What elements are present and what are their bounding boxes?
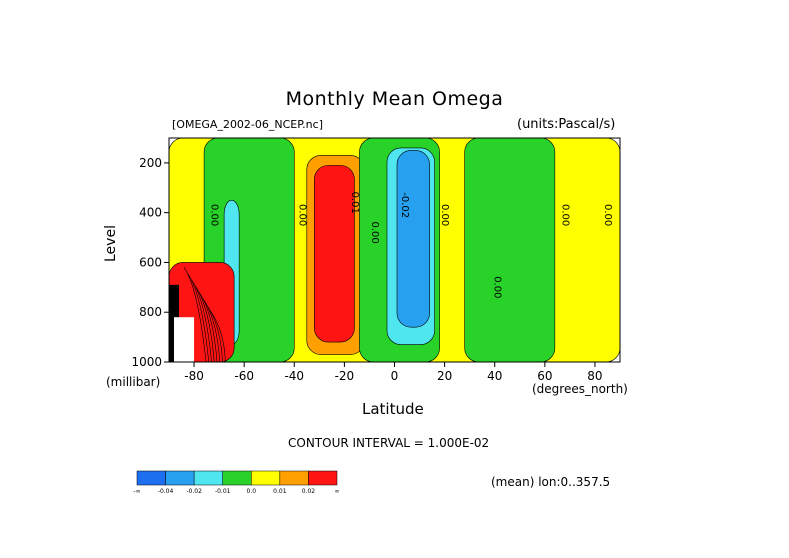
x-tick-label: 40 <box>487 369 502 383</box>
colorbar-label: -0.04 <box>158 488 174 495</box>
colorbar-swatch <box>136 470 166 486</box>
colorbar-label: 0.0 <box>247 488 257 495</box>
units-label: (units:Pascal/s) <box>517 117 616 132</box>
mean-lon-text: (mean) lon:0..357.5 <box>491 475 611 489</box>
contour-label: 0.00 <box>602 204 613 226</box>
x-tick-label: 20 <box>437 369 452 383</box>
file-label: [OMEGA_2002-06_NCEP.nc] <box>172 118 323 131</box>
contour-label: 0.00 <box>439 204 450 226</box>
colorbar-swatch <box>165 470 195 486</box>
colorbar-label: ∞ <box>335 488 340 495</box>
colorbar-swatch <box>279 470 309 486</box>
contour-line <box>183 267 207 362</box>
colorbar-label: -0.02 <box>186 488 202 495</box>
missing-data-block <box>174 317 195 362</box>
contour-line <box>206 304 223 362</box>
contour-label: 0.00 <box>369 221 380 243</box>
contour-line <box>191 279 212 362</box>
y-tick-label: 400 <box>139 206 162 220</box>
x-axis-label: Latitude <box>362 400 424 418</box>
y-tick-label: 1000 <box>131 355 162 369</box>
x-axis-units: (degrees_north) <box>532 382 628 396</box>
contour-label: 0.00 <box>492 276 503 298</box>
contour-label: 0.00 <box>296 204 307 226</box>
x-tick-label: -20 <box>335 369 355 383</box>
contour-region <box>396 150 430 328</box>
colorbar-label: 0.02 <box>302 488 316 495</box>
y-tick-label: 600 <box>139 255 162 269</box>
x-tick-label: 0 <box>391 369 399 383</box>
colorbar-swatch <box>308 470 338 486</box>
contour-label: 0.01 <box>349 192 360 214</box>
contour-line <box>195 285 215 362</box>
y-axis-units: (millibar) <box>106 375 161 389</box>
x-tick-label: -60 <box>234 369 254 383</box>
contour-label: -0.02 <box>399 192 410 218</box>
colorbar-swatch <box>193 470 223 486</box>
contour-region <box>314 165 355 343</box>
contour-line <box>187 273 210 362</box>
x-tick-label: -40 <box>284 369 304 383</box>
contour-fill-layer <box>169 138 620 362</box>
colorbar-label: 0.01 <box>273 488 287 495</box>
contour-line <box>202 298 221 362</box>
contour-label: 0.00 <box>209 204 220 226</box>
contour-region <box>464 138 556 362</box>
contour-label: 0.00 <box>559 204 570 226</box>
x-tick-label: 80 <box>587 369 602 383</box>
x-tick-label: 60 <box>537 369 552 383</box>
chart-title: Monthly Mean Omega <box>285 88 504 110</box>
colorbar-label: -∞ <box>133 488 140 495</box>
y-tick-label: 200 <box>139 156 162 170</box>
y-tick-label: 800 <box>139 305 162 319</box>
colorbar-swatch <box>251 470 281 486</box>
colorbar-swatch <box>222 470 252 486</box>
contour-line <box>198 292 218 362</box>
colorbar-label: -0.01 <box>215 488 231 495</box>
contour-line <box>210 310 226 362</box>
contour-interval-text: CONTOUR INTERVAL = 1.000E-02 <box>288 436 490 450</box>
x-tick-label: -80 <box>184 369 204 383</box>
